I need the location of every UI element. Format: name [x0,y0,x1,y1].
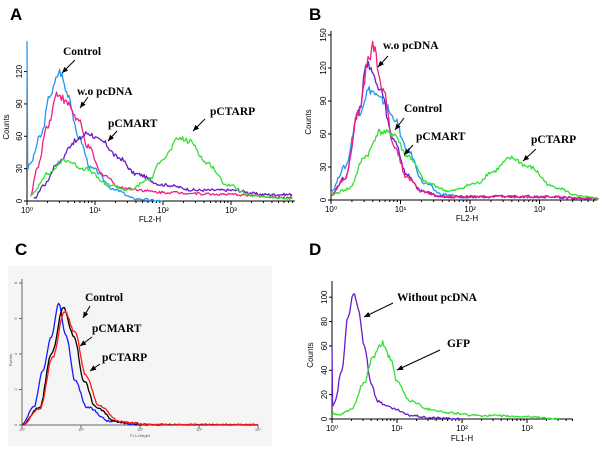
x-axis-label: FL1-H [451,434,473,443]
arrow-head-icon [523,155,530,161]
y-axis-label: Events [8,354,13,366]
panel-letter: D [309,240,321,259]
arrow-head-icon [364,312,371,317]
x-tick-label: 10¹ [395,205,407,214]
annotation-label: Control [85,292,123,304]
y-tick-label: 6 [13,317,18,320]
arrow-head-icon [395,123,401,130]
panel-b: B 10⁰ 10¹ 10² 10³ 0 30 60 90 120 150 FL2-H Counts w.o… [304,5,599,223]
y-tick-label: 0 [319,197,328,202]
arrow-head-icon [397,365,404,370]
y-tick-label: 80 [320,317,329,326]
x-tick-label: 10² [137,427,143,432]
y-axis-label: Counts [304,109,313,134]
y-tick-label: 60 [320,341,329,350]
x-tick-label: 10² [464,205,476,214]
y-tick-label: 150 [319,28,328,42]
annotation-label: Control [404,103,442,115]
annotation-label: Control [63,46,101,58]
x-tick-label: 10³ [225,206,237,215]
y-tick-label: 90 [319,96,328,105]
y-tick-label: 4 [13,352,18,355]
series-line-pctarp [22,310,259,426]
arrow-head-icon [90,365,97,371]
y-tick-label: 40 [320,365,329,374]
y-tick-label: 120 [319,61,328,75]
annotation-label: pCTARP [531,134,576,146]
arrow-head-icon [378,60,384,67]
panel-letter: B [309,5,321,24]
x-axis-label: FL1-Height [130,433,151,438]
arrow-head-icon [193,124,200,131]
annotation-label: pCMART [92,323,142,335]
panel-c-background [8,266,272,446]
x-tick-label: 10³ [521,424,533,433]
series-line-w-o-pcdna [30,91,293,200]
y-tick-label: 0 [320,416,329,421]
annotation-label: w.o pcDNA [77,86,133,98]
series-line-pctarp [330,128,599,201]
series-line-pcmart [33,131,293,199]
x-tick-label: 10¹ [89,206,101,215]
y-tick-label: 90 [15,99,24,108]
arrow-line [396,349,441,371]
annotation-label: pCMART [108,118,158,130]
x-tick-label: 10⁰ [325,205,337,214]
x-tick-label: 10³ [196,427,202,432]
panel-letter: C [15,240,27,259]
annotation-label: pCMART [416,131,466,143]
y-tick-label: 8 [13,281,18,284]
y-tick-label: 30 [15,164,24,173]
y-axis-label: Counts [306,342,315,367]
arrow-head-icon [80,340,87,346]
series-line-control [26,41,163,202]
panel-c: C 10⁰ 10¹ 10² 10³ 10⁴ 0 2 4 6 8 FL1-Height Events Con… [8,240,261,438]
x-tick-label: 10³ [534,205,546,214]
series-line-pctarp [29,136,293,201]
arrow-head-icon [80,101,86,108]
y-tick-label: 0 [15,198,24,203]
y-tick-label: 30 [319,162,328,171]
y-tick-label: 60 [15,131,24,140]
x-tick-label: 10¹ [78,427,84,432]
series-line-w-o-pcdna [330,40,599,201]
x-axis-label: FL2-H [139,215,161,224]
arrow-head-icon [83,311,89,318]
x-tick-label: 10² [157,206,169,215]
y-tick-label: 2 [13,388,18,391]
series-line-without-pcdna [331,293,462,420]
annotation-label: pCTARP [210,106,255,118]
annotation-label: GFP [447,338,470,350]
arrow-head-icon [62,66,69,73]
x-tick-label: 10⁰ [326,424,338,433]
panel-a: A 10⁰ 10¹ 10² 10³ 0 30 60 90 120 FL2-H Counts Contro… [2,5,295,224]
x-tick-label: 10² [456,424,468,433]
annotation-label: pCTARP [102,352,147,364]
x-tick-label: 10⁰ [19,427,25,432]
x-axis-label: FL2-H [456,214,478,223]
panel-letter: A [10,5,22,24]
arrow-head-icon [404,148,410,155]
annotation-label: w.o pcDNA [383,40,439,52]
y-axis-label: Counts [2,114,11,139]
y-tick-label: 120 [15,64,24,78]
x-tick-label: 10⁴ [255,427,261,432]
x-tick-label: 10¹ [391,424,403,433]
annotation-label: Without pcDNA [397,292,478,304]
y-tick-label: 100 [320,290,329,304]
panel-d: D 10⁰ 10¹ 10² 10³ 0 20 40 60 80 100 FL1-H Counts With… [306,240,573,443]
y-tick-label: 20 [320,390,329,399]
y-tick-label: 60 [319,129,328,138]
arrow-head-icon [108,134,114,141]
y-tick-label: 0 [13,423,18,426]
series-line-gfp [331,340,560,420]
x-tick-label: 10⁰ [21,206,33,215]
